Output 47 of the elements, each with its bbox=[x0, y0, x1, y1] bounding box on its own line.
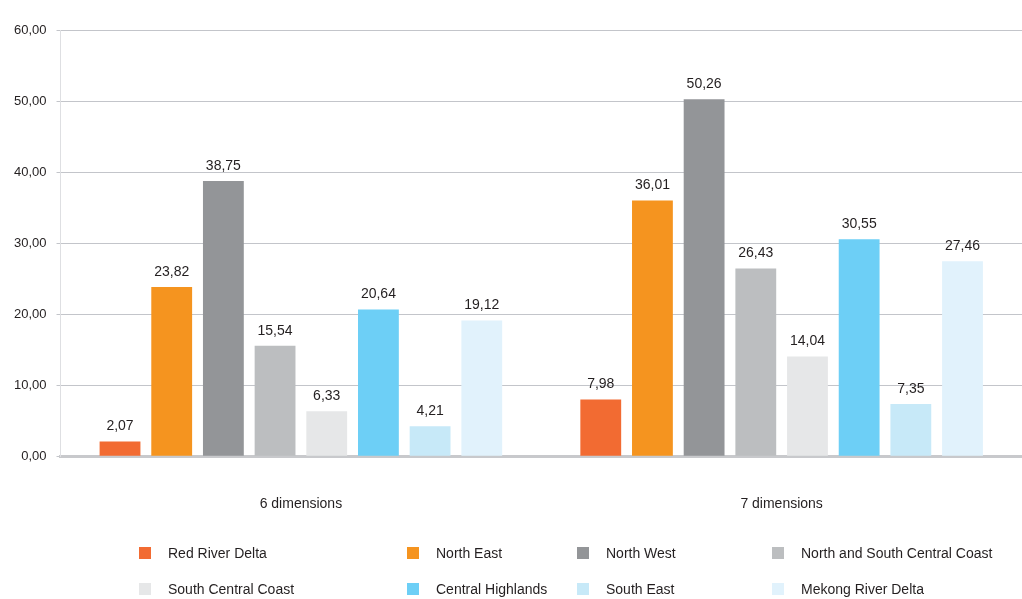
data-label: 15,54 bbox=[257, 321, 293, 338]
y-tick-label: 20,00 bbox=[13, 305, 47, 321]
data-label: 7,35 bbox=[897, 379, 925, 396]
data-label: 7,98 bbox=[587, 375, 615, 392]
legend-label: North West bbox=[606, 545, 676, 561]
bar bbox=[787, 356, 828, 456]
legend-label: Red River Delta bbox=[168, 545, 267, 561]
y-tick-label: 30,00 bbox=[13, 234, 47, 250]
data-label: 2,07 bbox=[106, 417, 134, 434]
y-tick-label: 0,00 bbox=[21, 447, 47, 463]
legend-label: Central Highlands bbox=[436, 581, 548, 597]
bar bbox=[580, 399, 622, 456]
bar bbox=[890, 403, 932, 456]
y-tick-label: 60,00 bbox=[13, 21, 47, 37]
data-label: 6,33 bbox=[313, 387, 341, 404]
bar bbox=[942, 261, 983, 456]
data-label: 38,75 bbox=[205, 156, 242, 173]
bar bbox=[632, 200, 673, 456]
y-tick-label: 10,00 bbox=[13, 376, 47, 392]
data-label: 36,01 bbox=[634, 176, 671, 193]
data-label: 23,82 bbox=[154, 262, 190, 279]
x-tick-label: 6 dimensions bbox=[259, 495, 343, 512]
bar bbox=[358, 309, 399, 456]
y-tick-label: 40,00 bbox=[13, 163, 47, 179]
legend-label: South East bbox=[606, 581, 675, 597]
bar bbox=[838, 239, 880, 456]
data-label: 26,43 bbox=[738, 244, 774, 261]
bar bbox=[151, 287, 193, 456]
data-label: 19,12 bbox=[464, 296, 500, 313]
bar bbox=[99, 441, 141, 456]
data-label: 27,46 bbox=[944, 237, 981, 253]
bar bbox=[409, 426, 451, 456]
bar bbox=[461, 320, 503, 456]
data-label: 50,26 bbox=[686, 75, 722, 92]
y-tick-label: 50,00 bbox=[13, 92, 47, 108]
bar bbox=[202, 180, 244, 456]
data-label: 30,55 bbox=[841, 215, 877, 232]
legend-label: North and South Central Coast bbox=[801, 545, 993, 561]
data-label: 14,04 bbox=[789, 332, 826, 349]
x-tick-label: 7 dimensions bbox=[740, 495, 823, 512]
data-label: 20,64 bbox=[360, 285, 397, 302]
legend-label: Mekong River Delta bbox=[801, 581, 924, 597]
data-label: 4,21 bbox=[416, 402, 444, 419]
legend-label: South Central Coast bbox=[168, 581, 295, 597]
bar bbox=[306, 411, 348, 456]
legend-label: North East bbox=[436, 545, 503, 561]
bar bbox=[683, 99, 725, 456]
